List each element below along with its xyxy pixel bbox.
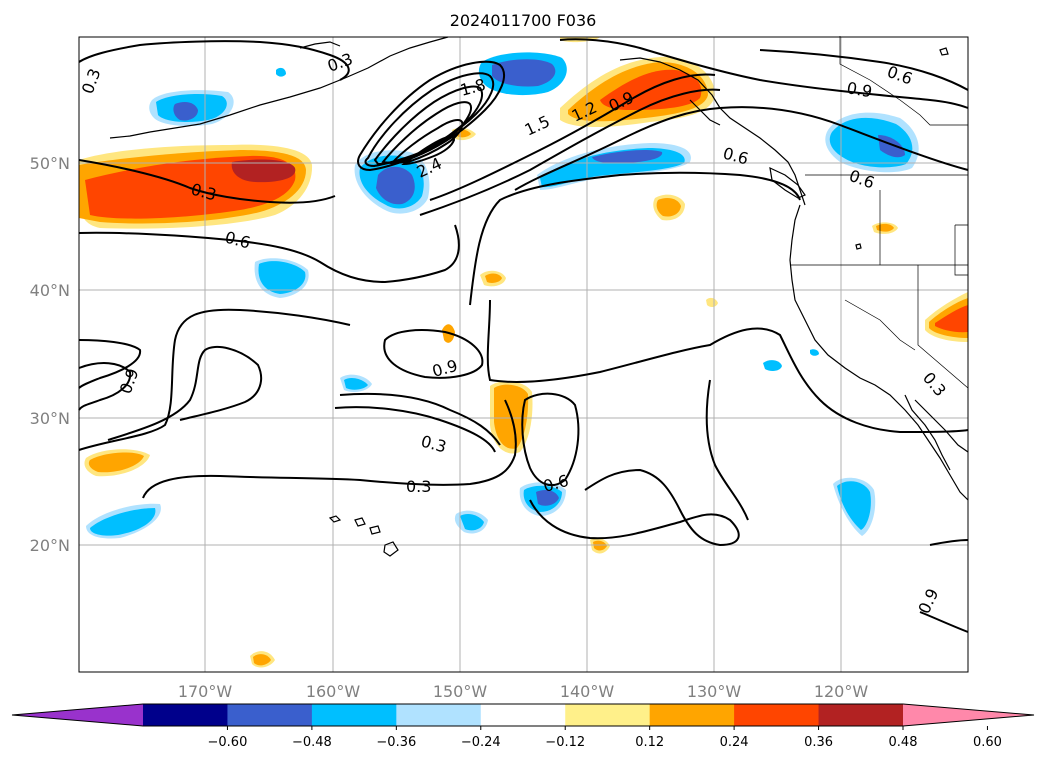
colorbar-tick-label: −0.48 <box>292 735 332 750</box>
lat-label: 30°N <box>30 409 70 428</box>
colorbar-bin <box>565 704 651 726</box>
lon-label: 160°W <box>306 682 361 701</box>
contour-label: 0.3 <box>406 477 431 496</box>
colorbar-bin <box>311 704 397 726</box>
colorbar-bin <box>480 704 566 726</box>
colorbar-tick-label: 0.36 <box>804 735 833 750</box>
colorbar-bin <box>227 704 313 726</box>
colorbar-tick-label: 0.60 <box>973 735 1002 750</box>
lon-label: 130°W <box>687 682 742 701</box>
longitude-labels: 170°W 160°W 150°W 140°W 130°W 120°W <box>178 682 869 701</box>
colorbar-outline <box>11 703 1035 727</box>
colorbar-tick-label: −0.60 <box>208 735 248 750</box>
contour-label: 0.9 <box>845 78 873 101</box>
latitude-labels: 50°N 40°N 30°N 20°N <box>30 154 70 555</box>
map-area <box>79 37 968 672</box>
colorbar-bin <box>396 704 482 726</box>
contour-lines <box>78 38 969 633</box>
lon-label: 150°W <box>433 682 488 701</box>
lon-label: 120°W <box>814 682 869 701</box>
lat-label: 20°N <box>30 536 70 555</box>
colorbar-bin <box>143 704 228 726</box>
lon-label: 170°W <box>178 682 233 701</box>
colorbar-extend-max <box>903 704 1034 726</box>
lon-label: 140°W <box>560 682 615 701</box>
coastlines <box>109 36 969 557</box>
figure-title: 2024011700 F036 <box>450 11 597 30</box>
map-frame <box>78 36 969 673</box>
colorbar-tick-label: −0.36 <box>376 735 416 750</box>
colorbar-extend-min <box>12 704 143 726</box>
colorbar-tick-label: 0.48 <box>889 735 918 750</box>
colorbar: −0.60 −0.48 −0.36 −0.24 −0.12 0.12 0.24 0.36 0.4… <box>11 703 1035 750</box>
graticule <box>79 37 968 672</box>
colorbar-tick-label: −0.24 <box>461 735 501 750</box>
colorbar-tick-label: 0.24 <box>720 735 749 750</box>
colorbar-tick-label: −0.12 <box>545 735 585 750</box>
colorbar-bin <box>734 704 820 726</box>
colorbar-bin <box>649 704 735 726</box>
lat-label: 50°N <box>30 154 70 173</box>
borders <box>790 36 969 389</box>
lat-label: 40°N <box>30 281 70 300</box>
colorbar-bin <box>818 704 904 726</box>
colorbar-tick-label: 0.12 <box>635 735 664 750</box>
